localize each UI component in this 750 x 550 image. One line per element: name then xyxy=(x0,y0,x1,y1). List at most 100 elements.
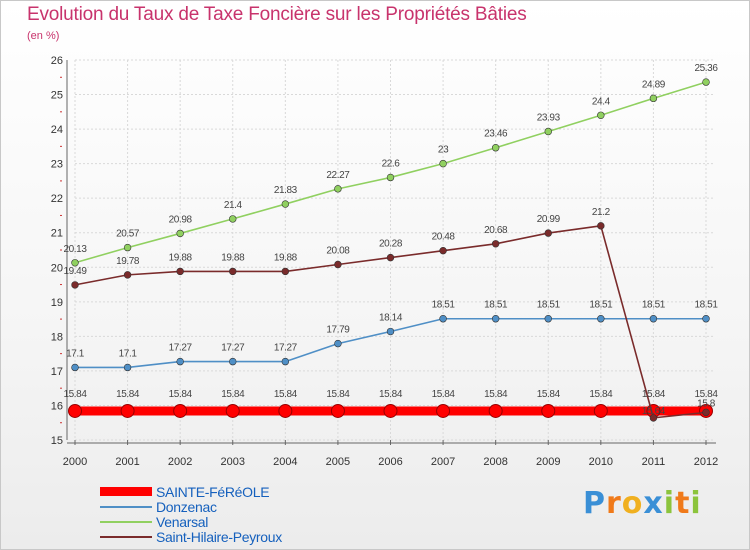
data-label-SAINTE-FéRéOLE-2006: 15.84 xyxy=(379,389,403,400)
legend-item: Donzenac xyxy=(100,498,282,515)
x-tick-label-2011: 2011 xyxy=(642,456,666,468)
series-point-Saint-Hilaire-Peyroux-2008 xyxy=(491,240,500,248)
x-tick-label-2004: 2004 xyxy=(273,456,297,468)
x-tick-label-2008: 2008 xyxy=(483,456,507,468)
series-point-SAINTE-FéRéOLE-2001 xyxy=(120,403,135,418)
x-tick-label-2003: 2003 xyxy=(221,456,245,468)
data-label-Saint-Hilaire-Peyroux-2001: 19.78 xyxy=(116,256,140,267)
legend: SAINTE-FéRéOLE Donzenac Venarsal Saint-Hila… xyxy=(100,483,282,545)
legend-label: Donzenac xyxy=(156,498,217,515)
data-label-Venarsal-2002: 20.98 xyxy=(169,214,193,225)
series-point-Saint-Hilaire-Peyroux-2011 xyxy=(649,414,658,422)
data-label-Donzenac-2000: 17.1 xyxy=(66,348,85,359)
series-point-Donzenac-2007 xyxy=(439,315,447,323)
data-label-SAINTE-FéRéOLE-2011: 15.84 xyxy=(642,389,666,400)
series-point-SAINTE-FéRéOLE-2004 xyxy=(278,403,293,418)
series-point-SAINTE-FéRéOLE-2009 xyxy=(541,403,556,418)
data-label-Saint-Hilaire-Peyroux-2004: 19.88 xyxy=(274,252,298,263)
x-tick-label-2002: 2002 xyxy=(168,456,192,468)
data-label-Saint-Hilaire-Peyroux-2009: 20.99 xyxy=(537,214,561,225)
data-label-Saint-Hilaire-Peyroux-2006: 20.28 xyxy=(379,239,403,250)
legend-item: Venarsal xyxy=(100,514,282,530)
legend-item: SAINTE-FéRéOLE xyxy=(100,483,282,500)
data-label-Venarsal-2007: 23 xyxy=(438,145,449,156)
series-point-Saint-Hilaire-Peyroux-2001 xyxy=(123,271,132,279)
series-point-SAINTE-FéRéOLE-2007 xyxy=(436,403,451,418)
y-tick-label-21: 21 xyxy=(51,228,63,240)
series-point-SAINTE-FéRéOLE-2002 xyxy=(173,403,188,418)
data-label-SAINTE-FéRéOLE-2000: 15.84 xyxy=(63,389,87,400)
data-label-SAINTE-FéRéOLE-2003: 15.84 xyxy=(221,389,245,400)
data-label-SAINTE-FéRéOLE-2012: 15.84 xyxy=(694,389,718,400)
series-point-Venarsal-2001 xyxy=(123,243,132,252)
legend-swatch xyxy=(100,520,152,523)
y-tick-label-23: 23 xyxy=(51,159,63,171)
data-label-Donzenac-2010: 18.51 xyxy=(589,300,613,311)
series-point-Saint-Hilaire-Peyroux-2007 xyxy=(439,246,447,255)
data-label-Venarsal-2009: 23.93 xyxy=(537,113,561,124)
series-point-Saint-Hilaire-Peyroux-2000 xyxy=(71,281,79,289)
series-point-Donzenac-2010 xyxy=(597,315,605,323)
data-label-Donzenac-2004: 17.27 xyxy=(274,343,298,354)
data-label-Venarsal-2010: 24.4 xyxy=(592,96,611,107)
series-point-SAINTE-FéRéOLE-2003 xyxy=(225,403,240,418)
data-label-Venarsal-2011: 24.89 xyxy=(642,79,666,90)
series-point-Venarsal-2012 xyxy=(702,78,710,86)
series-point-Saint-Hilaire-Peyroux-2003 xyxy=(229,267,237,276)
series-point-Venarsal-2003 xyxy=(229,215,237,223)
data-label-Donzenac-2005: 17.79 xyxy=(326,325,350,336)
y-tick-label-19: 19 xyxy=(51,297,63,309)
series-point-Venarsal-2007 xyxy=(439,159,447,168)
data-label-Saint-Hilaire-Peyroux-2005: 20.08 xyxy=(326,246,350,257)
data-label-Saint-Hilaire-Peyroux-2003: 19.88 xyxy=(221,252,245,263)
series-point-SAINTE-FéRéOLE-2000 xyxy=(68,403,82,418)
data-label-SAINTE-FéRéOLE-2002: 15.84 xyxy=(169,389,193,400)
data-label-Saint-Hilaire-Peyroux-2011: 15.64 xyxy=(642,406,666,417)
series-point-Donzenac-2011 xyxy=(649,315,658,323)
series-point-Saint-Hilaire-Peyroux-2002 xyxy=(176,267,184,276)
data-label-SAINTE-FéRéOLE-2009: 15.84 xyxy=(537,389,561,400)
x-tick-label-2009: 2009 xyxy=(536,456,560,468)
chart-subtitle: (en %) xyxy=(27,30,60,42)
data-label-SAINTE-FéRéOLE-2005: 15.84 xyxy=(326,389,350,400)
series-point-Venarsal-2010 xyxy=(597,111,605,119)
data-label-Donzenac-2011: 18.51 xyxy=(642,300,666,311)
data-label-SAINTE-FéRéOLE-2007: 15.84 xyxy=(432,389,456,400)
data-label-Donzenac-2006: 18.14 xyxy=(379,313,403,324)
x-tick-label-2005: 2005 xyxy=(326,456,350,468)
data-label-Saint-Hilaire-Peyroux-2008: 20.68 xyxy=(484,225,508,236)
legend-label: SAINTE-FéRéOLE xyxy=(156,483,270,500)
data-label-Venarsal-2003: 21.4 xyxy=(224,200,243,211)
x-tick-label-2007: 2007 xyxy=(431,456,455,468)
x-tick-label-2000: 2000 xyxy=(63,456,87,468)
y-tick-label-15: 15 xyxy=(51,435,63,447)
data-label-Venarsal-2012: 25.36 xyxy=(694,63,718,74)
series-point-Donzenac-2012 xyxy=(702,315,710,323)
legend-swatch xyxy=(100,487,152,496)
legend-swatch xyxy=(100,535,152,538)
x-tick-label-2012: 2012 xyxy=(694,456,718,468)
legend-item: Saint-Hilaire-Peyroux xyxy=(100,528,282,545)
data-label-Donzenac-2002: 17.27 xyxy=(169,343,193,354)
x-tick-label-2001: 2001 xyxy=(115,456,139,468)
series-point-Venarsal-2009 xyxy=(544,127,552,136)
legend-label: Saint-Hilaire-Peyroux xyxy=(156,528,282,545)
data-label-Donzenac-2008: 18.51 xyxy=(484,300,508,311)
data-label-Venarsal-2005: 22.27 xyxy=(326,170,350,181)
data-label-Saint-Hilaire-Peyroux-2012: 15.8 xyxy=(697,398,716,409)
data-label-Donzenac-2001: 17.1 xyxy=(119,348,138,359)
series-point-Donzenac-2000 xyxy=(71,363,79,372)
y-tick-label-22: 22 xyxy=(51,193,63,205)
x-tick-label-2006: 2006 xyxy=(378,456,402,468)
data-label-Venarsal-2006: 22.6 xyxy=(382,158,401,169)
series-point-Venarsal-2004 xyxy=(281,200,290,208)
data-label-Venarsal-2004: 21.83 xyxy=(274,185,298,196)
proxiti-logo: Proxiti xyxy=(583,486,702,521)
series-point-Saint-Hilaire-Peyroux-2005 xyxy=(334,260,342,269)
y-tick-label-25: 25 xyxy=(51,90,63,102)
series-point-Venarsal-2008 xyxy=(491,144,500,152)
data-label-Venarsal-2008: 23.46 xyxy=(484,129,508,140)
data-label-SAINTE-FéRéOLE-2010: 15.84 xyxy=(589,389,613,400)
series-point-Venarsal-2000 xyxy=(71,259,79,267)
series-point-Donzenac-2008 xyxy=(491,315,500,323)
